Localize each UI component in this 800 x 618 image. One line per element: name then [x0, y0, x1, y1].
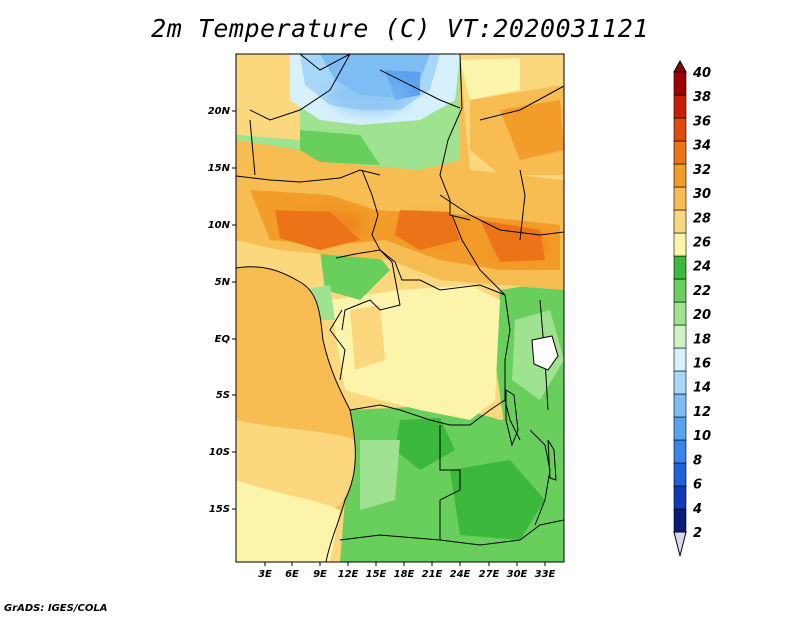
colorbar-label: 26 [693, 235, 711, 250]
colorbar-label: 34 [693, 139, 711, 154]
colorbar-under-arrow [673, 531, 687, 557]
colorbar-segment [673, 140, 687, 165]
colorbar-segment [673, 324, 687, 349]
lon-label: 24E [450, 569, 471, 580]
colorbar-segment [673, 117, 687, 142]
colorbar-segments [673, 71, 687, 533]
lat-label: 5S [216, 390, 230, 401]
lat-label: 5N [215, 277, 231, 288]
colorbar-label: 36 [693, 114, 711, 129]
colorbar-segment [673, 347, 687, 372]
colorbar-segment [673, 462, 687, 487]
lat-label: 15S [209, 504, 230, 515]
colorbar-label: 18 [693, 332, 711, 347]
colorbar-label: 8 [693, 453, 702, 468]
colorbar-label: 40 [692, 66, 711, 81]
colorbar-label: 30 [693, 187, 711, 202]
latitude-axis: 20N 15N 10N 5N EQ 5S 10S 15S [208, 106, 236, 515]
lat-label: 10N [208, 220, 231, 231]
lat-label: 20N [208, 106, 231, 117]
colorbar-label: 6 [693, 478, 702, 493]
colorbar-segment [673, 278, 687, 303]
colorbar-over-arrow [673, 59, 687, 73]
lat-label: 10S [209, 447, 230, 458]
lake-tanganyika [505, 389, 519, 447]
colorbar-label: 12 [693, 405, 711, 420]
colorbar-segment [673, 163, 687, 188]
colorbar-segment [673, 255, 687, 280]
colorbar-label: 16 [693, 357, 711, 372]
colorbar-segment [673, 416, 687, 441]
colorbar-segment [673, 94, 687, 119]
longitude-axis: 3E 6E 9E 12E 15E 18E 21E 24E 27E 30E 33E [258, 562, 556, 580]
lon-label: 15E [366, 569, 387, 580]
lon-label: 33E [535, 569, 556, 580]
colorbar-label: 4 [692, 502, 702, 517]
lon-label: 9E [313, 569, 327, 580]
lon-label: 18E [394, 569, 415, 580]
colorbar-segment [673, 370, 687, 395]
lon-label: 3E [258, 569, 272, 580]
colorbar-label: 10 [693, 429, 711, 444]
lon-label: 21E [422, 569, 443, 580]
colorbar-segment [673, 508, 687, 533]
colorbar-label: 38 [693, 90, 711, 105]
lon-label: 30E [507, 569, 528, 580]
colorbar-label: 20 [693, 308, 711, 323]
grads-credit: GrADS: IGES/COLA [4, 603, 108, 614]
colorbar-label: 28 [693, 211, 711, 226]
lat-label: EQ [215, 334, 231, 345]
lon-label: 27E [479, 569, 500, 580]
chart-title: 2m Temperature (C) VT:2020031121 [151, 14, 649, 43]
map-frame [235, 53, 565, 563]
colorbar-label: 32 [693, 163, 711, 178]
colorbar-segment [673, 439, 687, 464]
colorbar-label: 2 [693, 526, 702, 541]
colorbar-label: 14 [693, 381, 711, 396]
lat-label: 15N [208, 163, 231, 174]
lon-label: 6E [285, 569, 299, 580]
colorbar-segment [673, 209, 687, 234]
colorbar-segment [673, 393, 687, 418]
temperature-field [236, 54, 564, 562]
lake-malawi [547, 439, 557, 481]
colorbar-label: 24 [693, 260, 711, 275]
colorbar-segment [673, 186, 687, 211]
colorbar-segment [673, 232, 687, 257]
lake-victoria [531, 335, 559, 371]
colorbar-label: 22 [693, 284, 711, 299]
colorbar-segment [673, 301, 687, 326]
colorbar-segment [673, 485, 687, 510]
colorbar-segment [673, 71, 687, 96]
country-borders [236, 54, 564, 562]
lon-label: 12E [338, 569, 359, 580]
